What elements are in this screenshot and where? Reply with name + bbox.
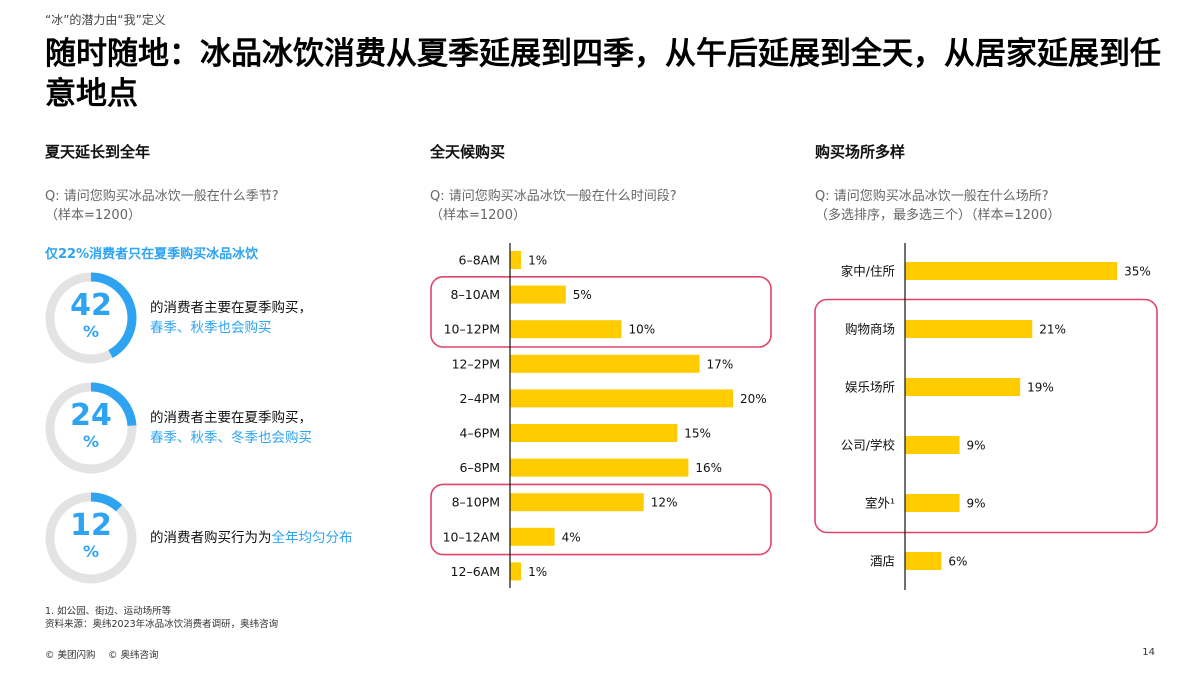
data-label: 5% (573, 288, 592, 302)
page-number: 14 (1142, 647, 1155, 658)
donut-percent: % (82, 432, 100, 451)
data-label: 15% (684, 427, 711, 441)
donut-description: 的消费者购买行为为全年均匀分布 (150, 528, 353, 548)
donut-description: 的消费者主要在夏季购买， 春季、秋季、冬季也会购买 (150, 408, 312, 448)
category-label: 6–8PM (460, 460, 500, 475)
bar (510, 424, 678, 442)
category-label: 娱乐场所 (845, 380, 895, 395)
donut-fill (45, 272, 137, 364)
description-highlight: 春季、秋季、冬季也会购买 (150, 430, 312, 446)
data-label: 1% (528, 254, 547, 268)
question-text: Q: 请问您购买冰品冰饮一般在什么时间段? (430, 189, 677, 204)
category-label: 酒店 (870, 554, 895, 569)
donut-description: 的消费者主要在夏季购买， 春季、秋季也会购买 (150, 298, 312, 338)
category-label: 6–8AM (459, 253, 501, 268)
donut-ring (45, 272, 137, 364)
sample-text: （样本=1200） (430, 208, 526, 223)
bar (510, 562, 522, 581)
category-label: 10–12PM (444, 322, 500, 337)
sample-text: （样本=1200） (45, 208, 141, 223)
question-place: Q: 请问您购买冰品冰饮一般在什么场所? （多选排序，最多选三个）（样本=1200… (815, 187, 1060, 225)
data-label: 17% (707, 357, 734, 371)
donut-percent: % (82, 542, 100, 561)
description-text: 的消费者购买行为为 (150, 530, 272, 546)
category-label: 12–2PM (452, 356, 500, 371)
data-label: 9% (967, 439, 986, 453)
highlight-box (430, 275, 772, 348)
bar (510, 285, 566, 304)
data-label: 6% (948, 555, 967, 569)
donut-percent: % (82, 322, 100, 341)
donut-value: 24% (45, 398, 137, 452)
data-label: 12% (651, 496, 678, 510)
kicker: “冰”的潜力由“我”定义 (45, 13, 166, 27)
donut-ring (45, 382, 137, 474)
data-label: 21% (1039, 323, 1066, 337)
bar (510, 458, 689, 477)
donut-number: 12 (70, 508, 112, 543)
category-label: 2–4PM (460, 391, 500, 406)
bar (510, 493, 644, 512)
category-label: 室外¹ (865, 496, 895, 511)
donut-fill (45, 492, 137, 584)
section-heading-season: 夏天延长到全年 (45, 143, 151, 161)
donut-value: 42% (45, 288, 137, 342)
category-label: 8–10AM (451, 287, 500, 302)
bar (510, 527, 555, 546)
bar (510, 389, 733, 408)
question-text: Q: 请问您购买冰品冰饮一般在什么季节? (45, 189, 279, 204)
section-heading-place: 购买场所多样 (815, 143, 906, 161)
section-heading-time: 全天候购买 (430, 143, 506, 161)
description-text: 的消费者主要在夏季购买， (150, 410, 312, 426)
category-label: 4–6PM (460, 426, 500, 441)
highlight-text: 仅22%消费者只在夏季购买冰品冰饮 (45, 247, 259, 262)
bar (905, 320, 1033, 338)
data-label: 1% (528, 565, 547, 579)
category-label: 12–6AM (451, 564, 500, 579)
donut-number: 42 (70, 288, 112, 323)
description-highlight: 全年均匀分布 (271, 530, 353, 546)
category-label: 公司/学校 (841, 438, 896, 453)
bar (510, 251, 522, 269)
description-highlight: 春季、秋季也会购买 (150, 320, 272, 336)
copyright: © 美团闪购 © 奥纬咨询 (45, 650, 159, 661)
bar (510, 320, 622, 339)
donut-ring (45, 492, 137, 584)
description-text: 的消费者主要在夏季购买， (150, 300, 312, 316)
footnotes: 1. 如公园、街边、运动场所等资料来源：奥纬2023年冰品冰饮消费者调研，奥纬咨… (45, 605, 278, 631)
donut-value: 12% (45, 508, 137, 562)
data-label: 9% (967, 497, 986, 511)
data-label: 35% (1124, 265, 1151, 279)
question-text: Q: 请问您购买冰品冰饮一般在什么场所? (815, 189, 1049, 204)
donut-fill (45, 382, 137, 474)
category-label: 家中/住所 (841, 264, 895, 279)
question-time: Q: 请问您购买冰品冰饮一般在什么时间段? （样本=1200） (430, 187, 677, 225)
bar (510, 354, 700, 373)
data-label: 10% (629, 323, 656, 337)
data-label: 4% (562, 530, 581, 544)
source: 资料来源：奥纬2023年冰品冰饮消费者调研，奥纬咨询 (45, 619, 279, 630)
bar (905, 436, 960, 454)
highlight-box (430, 483, 772, 556)
category-label: 8–10PM (452, 495, 500, 510)
bar (905, 262, 1118, 280)
sample-text: （多选排序，最多选三个）（样本=1200） (815, 208, 1061, 223)
data-label: 19% (1027, 381, 1054, 395)
data-label: 20% (740, 392, 767, 406)
bar (905, 552, 942, 570)
bar (905, 494, 960, 512)
page-title: 随时随地：冰品冰饮消费从夏季延展到四季，从午后延展到全天，从居家延展到任意地点 (45, 36, 1161, 112)
category-label: 购物商场 (845, 322, 895, 337)
highlight-box (814, 298, 1158, 534)
data-label: 16% (695, 461, 722, 475)
bar (905, 378, 1021, 396)
donut-number: 24 (70, 398, 112, 433)
footnote: 1. 如公园、街边、运动场所等 (45, 606, 172, 617)
question-season: Q: 请问您购买冰品冰饮一般在什么季节? （样本=1200） (45, 187, 279, 225)
category-label: 10–12AM (443, 529, 500, 544)
